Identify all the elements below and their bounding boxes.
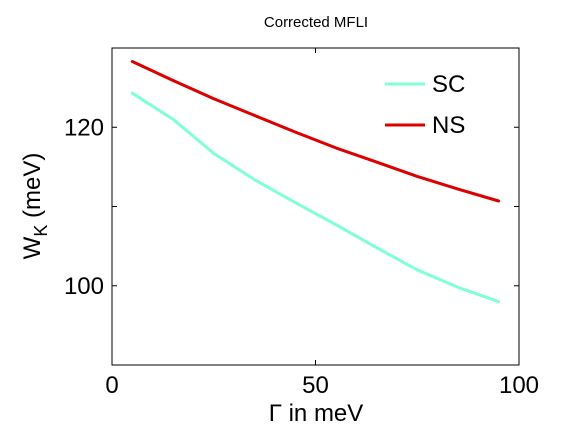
axis-ticks: 0 50 100 100 120 <box>64 48 539 399</box>
x-tick-label: 0 <box>105 372 118 399</box>
series-lines <box>130 60 501 304</box>
legend-label-sc: SC <box>432 71 465 98</box>
y-axis-label: WK (meV) <box>19 153 51 260</box>
series-line-ns <box>130 60 501 203</box>
legend-label-ns: NS <box>432 112 465 139</box>
y-axis-label-main: W <box>19 236 46 259</box>
x-tick-label: 50 <box>302 372 329 399</box>
x-tick-label: 100 <box>499 372 539 399</box>
series-line-sc <box>130 91 501 304</box>
y-tick-label: 120 <box>64 114 104 141</box>
y-axis-label-unit: (meV) <box>19 153 46 225</box>
y-axis-label-subscript: K <box>31 225 51 237</box>
x-axis-label: Γ in meV <box>269 400 364 427</box>
chart-title: Corrected MFLI <box>264 14 368 31</box>
y-tick-label: 100 <box>64 273 104 300</box>
legend: SC NS <box>385 71 465 139</box>
